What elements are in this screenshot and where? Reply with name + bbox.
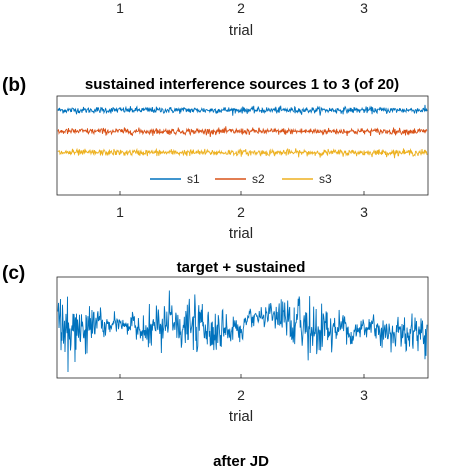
panel-b: (b) sustained interference sources 1 to … xyxy=(2,75,429,242)
panel-a-x-tick-2: 2 xyxy=(237,0,245,16)
panel-c-label: (c) xyxy=(2,263,25,284)
panel-b-x-tick-3: 3 xyxy=(360,204,368,220)
panel-c-x-tick-1: 1 xyxy=(116,387,124,403)
panel-c: (c) target + sustained 1 2 3 trial xyxy=(2,259,429,425)
legend-s1-label: s1 xyxy=(187,172,200,186)
panel-b-plot-area xyxy=(57,104,428,159)
series-s1-line xyxy=(57,104,428,116)
legend-s3-label: s3 xyxy=(319,172,332,186)
panel-a-x-axis-label: trial xyxy=(229,22,253,39)
panel-c-x-ticks xyxy=(119,374,365,378)
panel-b-x-tick-1: 1 xyxy=(116,204,124,220)
series-s3-line xyxy=(57,147,428,159)
panel-c-x-tick-3: 3 xyxy=(360,387,368,403)
panel-a: 1 2 3 trial xyxy=(116,0,368,39)
panel-c-title: target + sustained xyxy=(177,259,306,276)
panel-c-x-axis-label: trial xyxy=(229,408,253,425)
panel-b-x-axis-label: trial xyxy=(229,225,253,242)
series-1-line xyxy=(57,290,428,372)
series-s2-line xyxy=(57,126,428,138)
panel-d: after JD xyxy=(213,453,269,470)
panel-a-x-tick-1: 1 xyxy=(116,0,124,16)
panel-a-x-tick-3: 3 xyxy=(360,0,368,16)
panel-c-axes-box xyxy=(56,276,429,379)
panel-b-legend: s1 s2 s3 xyxy=(150,172,332,186)
panel-b-title: sustained interference sources 1 to 3 (o… xyxy=(85,76,399,93)
panel-d-title: after JD xyxy=(213,453,269,470)
panel-b-label: (b) xyxy=(2,75,26,96)
legend-s2-label: s2 xyxy=(252,172,265,186)
panel-c-plot-area xyxy=(57,290,428,372)
panel-c-x-tick-2: 2 xyxy=(237,387,245,403)
panel-b-x-ticks xyxy=(119,191,365,195)
panel-b-x-tick-2: 2 xyxy=(237,204,245,220)
